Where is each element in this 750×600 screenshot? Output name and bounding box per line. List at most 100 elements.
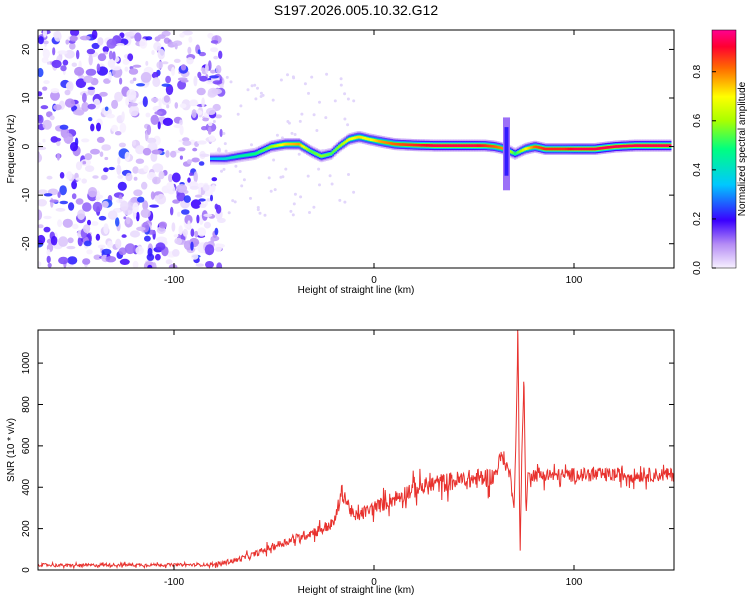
ridge-cell [550, 147, 554, 151]
ridge-cell [272, 144, 275, 148]
ridge-cell [469, 144, 472, 147]
noise-blob [42, 119, 52, 130]
ridge-cell [344, 140, 347, 144]
noise-blob [133, 189, 143, 197]
ridge-cell [283, 142, 286, 146]
ridge-cell [398, 143, 402, 146]
noise-blob [189, 100, 199, 107]
noise-blob [38, 114, 44, 124]
ridge-cell [451, 144, 454, 147]
ridge-cell [621, 144, 624, 148]
ridge-cell [509, 150, 512, 153]
noise-blob [82, 92, 87, 103]
noise-blob [197, 140, 207, 145]
noise-blob [165, 259, 173, 265]
ridge-cell [254, 152, 258, 155]
ridge-cell [390, 142, 394, 145]
noise-blob [96, 136, 105, 143]
ridge-cell [211, 157, 214, 160]
noise-blob [57, 219, 63, 228]
noise-blob [199, 153, 210, 157]
noise-blob [86, 249, 93, 255]
noise-blob [189, 172, 194, 176]
ridge-cell [266, 147, 269, 150]
noise-blob [190, 199, 202, 209]
ridge-cell [490, 144, 493, 148]
faint-blob [227, 211, 231, 215]
noise-blob [182, 228, 188, 237]
noise-blob [158, 221, 168, 229]
ridge-cell [600, 146, 603, 150]
ridge-cell [586, 147, 589, 151]
ridge-cell [562, 147, 565, 151]
ridge-cell [520, 149, 523, 152]
noise-blob [62, 218, 73, 228]
ridge-cell [522, 148, 525, 152]
ridge-cell [549, 147, 552, 151]
faint-blob [233, 200, 237, 204]
noise-blob [151, 71, 159, 79]
noise-blob [141, 181, 148, 190]
noise-blob [125, 97, 130, 106]
noise-blob [107, 210, 118, 220]
ridge-cell [310, 150, 314, 154]
ridge-cell [584, 147, 587, 151]
ridge-cell [302, 145, 306, 149]
faint-blob [256, 208, 260, 212]
faint-blob [343, 117, 347, 121]
ridge-cell [510, 151, 514, 154]
faint-blob [292, 202, 296, 206]
noise-blob [117, 174, 124, 179]
ridge-cell [555, 147, 558, 151]
faint-blob [307, 91, 310, 95]
noise-blob [101, 144, 112, 151]
noise-blob [88, 54, 93, 66]
noise-blob [174, 237, 183, 245]
faint-blob [300, 112, 304, 116]
noise-blob [50, 90, 60, 101]
ridge-cell [230, 156, 234, 159]
noise-blob [205, 261, 214, 268]
ridge-cell [645, 144, 648, 147]
ridge-cell [259, 150, 262, 153]
ridge-cell [397, 143, 400, 146]
noise-blob [75, 177, 82, 181]
noise-blob [154, 111, 163, 115]
ridge-cell [333, 149, 336, 153]
ridge-cell [318, 154, 322, 157]
ridge-cell [338, 145, 341, 148]
ridge-cell [571, 147, 574, 151]
noise-blob [202, 117, 210, 122]
noise-blob [174, 102, 179, 109]
noise-blob [179, 155, 183, 160]
noise-blob [91, 221, 99, 226]
noise-blob [121, 234, 127, 238]
faint-blob [317, 167, 321, 171]
noise-blob [139, 38, 148, 49]
ridge-cell [218, 157, 221, 160]
ridge-cell [360, 136, 363, 139]
noise-blob [214, 227, 219, 236]
faint-blob [287, 121, 291, 125]
noise-blob [145, 36, 153, 41]
ridge-cell [637, 144, 640, 147]
ridge-cell [229, 156, 232, 160]
ridge-cell [400, 143, 403, 146]
noise-blob [38, 36, 44, 45]
ridge-cell [475, 144, 478, 147]
noise-blob [177, 147, 186, 152]
noise-blob [206, 107, 216, 115]
noise-blob [179, 103, 187, 109]
ridge-cell [253, 152, 256, 156]
noise-blob [156, 61, 164, 69]
noise-blob [90, 123, 95, 132]
noise-blob [182, 30, 193, 36]
noise-blob [103, 223, 109, 235]
faint-blob [222, 132, 226, 135]
ridge-cell [634, 144, 637, 147]
noise-blob [135, 145, 145, 155]
ridge-cell [501, 147, 504, 150]
noise-blob [111, 99, 119, 109]
noise-blob [75, 161, 83, 171]
noise-blob [146, 253, 155, 261]
